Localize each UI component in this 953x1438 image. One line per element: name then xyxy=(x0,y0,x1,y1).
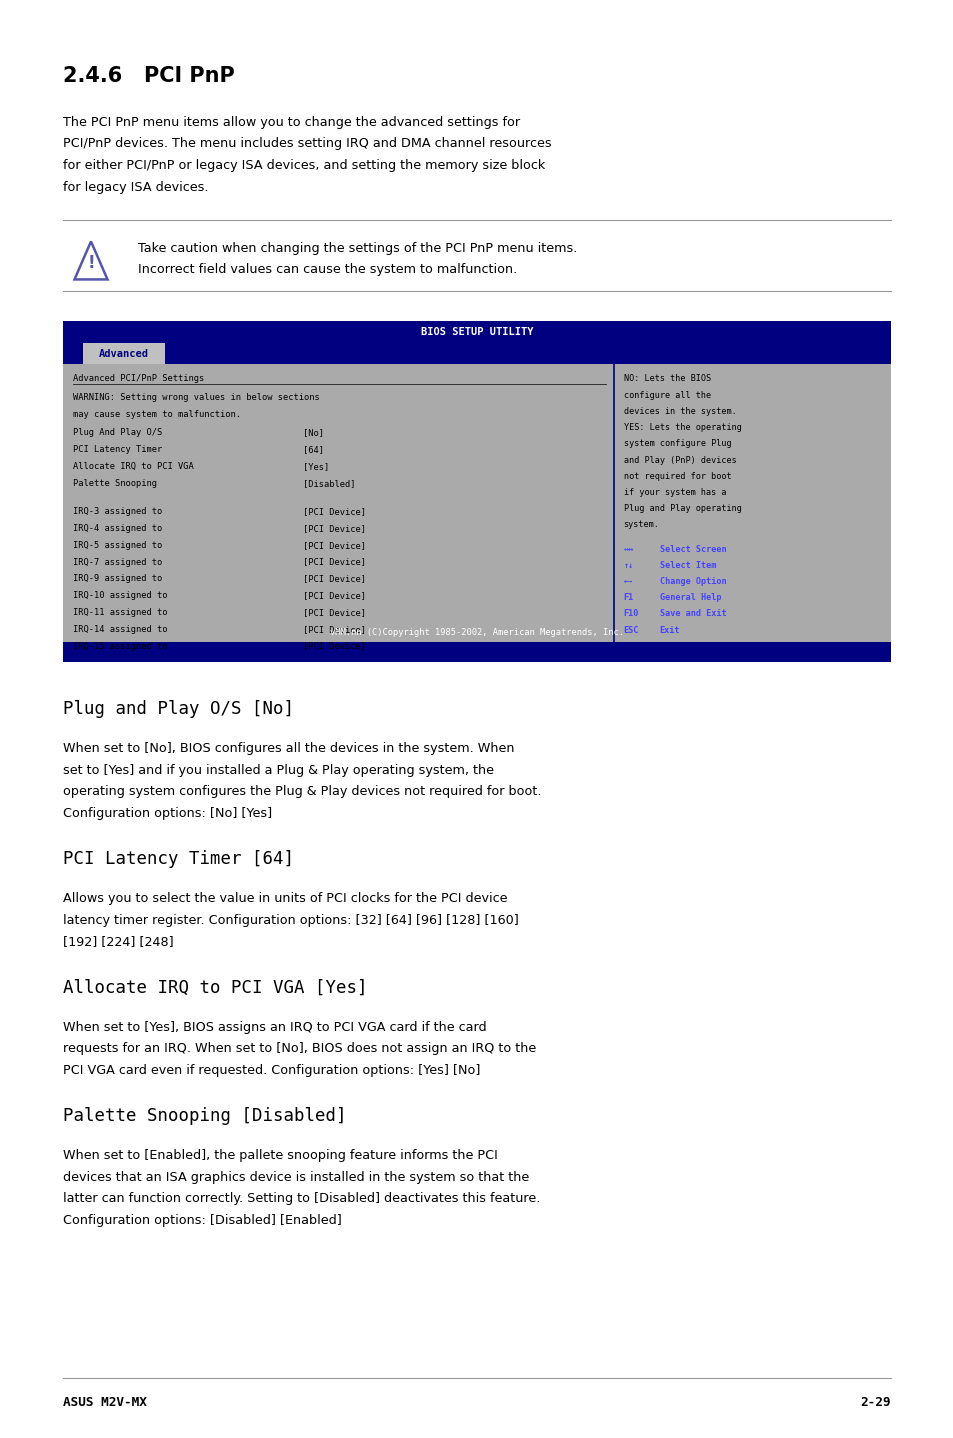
Text: [PCI Device]: [PCI Device] xyxy=(303,523,366,533)
Text: YES: Lets the operating: YES: Lets the operating xyxy=(623,423,740,431)
Bar xyxy=(63,322,890,663)
Text: ASUS M2V-MX: ASUS M2V-MX xyxy=(63,1396,147,1409)
Text: Palette Snooping [Disabled]: Palette Snooping [Disabled] xyxy=(63,1107,346,1126)
Text: [PCI Device]: [PCI Device] xyxy=(303,591,366,600)
Text: 2.4.6   PCI PnP: 2.4.6 PCI PnP xyxy=(63,66,234,86)
Text: IRQ-10 assigned to: IRQ-10 assigned to xyxy=(73,591,168,600)
Text: IRQ-14 assigned to: IRQ-14 assigned to xyxy=(73,626,168,634)
Text: IRQ-3 assigned to: IRQ-3 assigned to xyxy=(73,508,162,516)
Text: if your system has a: if your system has a xyxy=(623,487,725,498)
Text: [PCI Device]: [PCI Device] xyxy=(303,626,366,634)
Text: devices in the system.: devices in the system. xyxy=(623,407,736,416)
Text: [PCI Device]: [PCI Device] xyxy=(303,508,366,516)
Text: system configure Plug: system configure Plug xyxy=(623,439,731,449)
Bar xyxy=(83,344,165,364)
Text: latency timer register. Configuration options: [32] [64] [96] [128] [160]: latency timer register. Configuration op… xyxy=(63,915,518,928)
Text: ←-: ←- xyxy=(623,577,633,587)
Text: [192] [224] [248]: [192] [224] [248] xyxy=(63,936,173,949)
Text: When set to [Yes], BIOS assigns an IRQ to PCI VGA card if the card: When set to [Yes], BIOS assigns an IRQ t… xyxy=(63,1021,486,1034)
Text: Advanced: Advanced xyxy=(99,349,149,358)
Text: ↔↔: ↔↔ xyxy=(623,545,633,554)
Text: WARNING: Setting wrong values in below sections: WARNING: Setting wrong values in below s… xyxy=(73,393,319,403)
Text: Plug and Play O/S [No]: Plug and Play O/S [No] xyxy=(63,700,294,719)
Text: 2-29: 2-29 xyxy=(860,1396,890,1409)
Text: [No]: [No] xyxy=(303,429,324,437)
Text: [PCI Device]: [PCI Device] xyxy=(303,558,366,567)
Text: [Yes]: [Yes] xyxy=(303,462,329,470)
Text: Allows you to select the value in units of PCI clocks for the PCI device: Allows you to select the value in units … xyxy=(63,893,507,906)
Text: IRQ-7 assigned to: IRQ-7 assigned to xyxy=(73,558,162,567)
Text: Exit: Exit xyxy=(659,626,679,634)
Text: Save and Exit: Save and Exit xyxy=(659,610,725,618)
Text: IRQ-15 assigned to: IRQ-15 assigned to xyxy=(73,641,168,650)
Text: requests for an IRQ. When set to [No], BIOS does not assign an IRQ to the: requests for an IRQ. When set to [No], B… xyxy=(63,1043,536,1055)
Text: [64]: [64] xyxy=(303,444,324,454)
Text: The PCI PnP menu items allow you to change the advanced settings for: The PCI PnP menu items allow you to chan… xyxy=(63,116,519,129)
Text: NO: Lets the BIOS: NO: Lets the BIOS xyxy=(623,374,710,384)
Text: Change Option: Change Option xyxy=(659,577,725,587)
Text: set to [Yes] and if you installed a Plug & Play operating system, the: set to [Yes] and if you installed a Plug… xyxy=(63,764,494,777)
Text: [PCI Device]: [PCI Device] xyxy=(303,641,366,650)
Text: and Play (PnP) devices: and Play (PnP) devices xyxy=(623,456,736,464)
Text: Configuration options: [No] [Yes]: Configuration options: [No] [Yes] xyxy=(63,807,272,820)
Text: latter can function correctly. Setting to [Disabled] deactivates this feature.: latter can function correctly. Setting t… xyxy=(63,1192,539,1205)
Text: Allocate IRQ to PCI VGA [Yes]: Allocate IRQ to PCI VGA [Yes] xyxy=(63,979,367,997)
Text: PCI Latency Timer: PCI Latency Timer xyxy=(73,444,162,454)
Text: IRQ-4 assigned to: IRQ-4 assigned to xyxy=(73,523,162,533)
Text: PCI/PnP devices. The menu includes setting IRQ and DMA channel resources: PCI/PnP devices. The menu includes setti… xyxy=(63,138,551,151)
Text: Allocate IRQ to PCI VGA: Allocate IRQ to PCI VGA xyxy=(73,462,193,470)
Text: ↑↓: ↑↓ xyxy=(623,561,633,569)
Text: Select Item: Select Item xyxy=(659,561,716,569)
Text: Select Screen: Select Screen xyxy=(659,545,725,554)
Text: IRQ-11 assigned to: IRQ-11 assigned to xyxy=(73,608,168,617)
Text: devices that an ISA graphics device is installed in the system so that the: devices that an ISA graphics device is i… xyxy=(63,1171,529,1183)
Text: Palette Snooping: Palette Snooping xyxy=(73,479,157,487)
Text: BIOS SETUP UTILITY: BIOS SETUP UTILITY xyxy=(420,328,533,338)
Text: not required for boot: not required for boot xyxy=(623,472,731,480)
Text: PCI VGA card even if requested. Configuration options: [Yes] [No]: PCI VGA card even if requested. Configur… xyxy=(63,1064,480,1077)
Text: Plug and Play operating: Plug and Play operating xyxy=(623,505,740,513)
Text: !: ! xyxy=(87,255,94,272)
Text: for legacy ISA devices.: for legacy ISA devices. xyxy=(63,181,209,194)
Text: IRQ-5 assigned to: IRQ-5 assigned to xyxy=(73,541,162,549)
Text: F1: F1 xyxy=(623,594,633,603)
Text: Plug And Play O/S: Plug And Play O/S xyxy=(73,429,162,437)
Text: vMM.nn (C)Copyright 1985-2002, American Megatrends, Inc.: vMM.nn (C)Copyright 1985-2002, American … xyxy=(330,628,623,637)
Text: General Help: General Help xyxy=(659,594,720,603)
Text: Incorrect field values can cause the system to malfunction.: Incorrect field values can cause the sys… xyxy=(138,263,517,276)
Text: Take caution when changing the settings of the PCI PnP menu items.: Take caution when changing the settings … xyxy=(138,242,577,255)
Text: Configuration options: [Disabled] [Enabled]: Configuration options: [Disabled] [Enabl… xyxy=(63,1214,341,1227)
Text: IRQ-9 assigned to: IRQ-9 assigned to xyxy=(73,574,162,584)
Text: [PCI Device]: [PCI Device] xyxy=(303,574,366,584)
Text: When set to [Enabled], the pallete snooping feature informs the PCI: When set to [Enabled], the pallete snoop… xyxy=(63,1149,497,1162)
Text: may cause system to malfunction.: may cause system to malfunction. xyxy=(73,410,241,418)
Text: system.: system. xyxy=(623,521,659,529)
Text: Advanced PCI/PnP Settings: Advanced PCI/PnP Settings xyxy=(73,374,204,384)
Text: ESC: ESC xyxy=(623,626,639,634)
Text: PCI Latency Timer [64]: PCI Latency Timer [64] xyxy=(63,850,294,869)
Text: configure all the: configure all the xyxy=(623,391,710,400)
Text: operating system configures the Plug & Play devices not required for boot.: operating system configures the Plug & P… xyxy=(63,785,541,798)
Text: for either PCI/PnP or legacy ISA devices, and setting the memory size block: for either PCI/PnP or legacy ISA devices… xyxy=(63,160,545,173)
Text: F10: F10 xyxy=(623,610,639,618)
Text: [PCI Device]: [PCI Device] xyxy=(303,608,366,617)
Polygon shape xyxy=(74,242,108,279)
Text: [PCI Device]: [PCI Device] xyxy=(303,541,366,549)
Bar xyxy=(63,364,890,643)
Text: When set to [No], BIOS configures all the devices in the system. When: When set to [No], BIOS configures all th… xyxy=(63,742,514,755)
Text: [Disabled]: [Disabled] xyxy=(303,479,355,487)
